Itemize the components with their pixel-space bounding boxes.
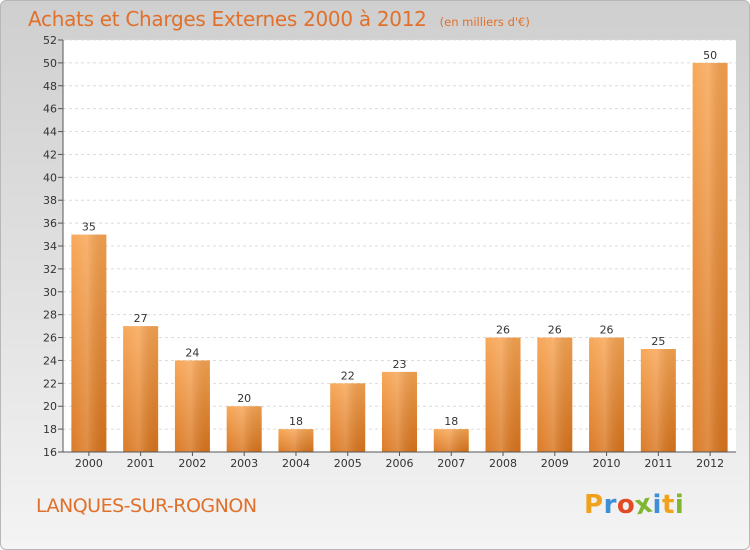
- x-tick-label: 2009: [541, 457, 569, 470]
- x-tick-label: 2008: [489, 457, 517, 470]
- bar-shine: [692, 62, 728, 453]
- location-label: LANQUES-SUR-ROGNON: [36, 495, 257, 517]
- y-tick-label: 18: [43, 423, 57, 436]
- y-tick-label: 36: [43, 217, 57, 230]
- x-tick-label: 2012: [696, 457, 724, 470]
- bar-shine: [174, 360, 210, 452]
- y-tick-label: 26: [43, 332, 57, 345]
- x-tick-label: 2006: [386, 457, 414, 470]
- title-row: Achats et Charges Externes 2000 à 2012 (…: [28, 7, 530, 31]
- y-tick-label: 52: [43, 34, 57, 47]
- y-tick-label: 28: [43, 309, 57, 322]
- x-tick-label: 2010: [593, 457, 621, 470]
- y-tick-label: 44: [43, 126, 57, 139]
- y-tick-label: 48: [43, 80, 57, 93]
- y-tick-label: 16: [43, 446, 57, 459]
- bar-value-label: 26: [548, 324, 562, 337]
- logo-letter: t: [661, 490, 675, 520]
- bar-shine: [589, 337, 625, 452]
- y-tick-label: 32: [43, 263, 57, 276]
- bar-value-label: 24: [185, 346, 199, 359]
- y-tick-label: 46: [43, 103, 57, 116]
- logo-letter: i: [674, 490, 685, 520]
- bar-shine: [71, 234, 107, 452]
- x-tick-label: 2004: [282, 457, 310, 470]
- x-tick-label: 2005: [334, 457, 362, 470]
- y-tick-label: 20: [43, 400, 57, 413]
- bar-shine: [226, 406, 262, 452]
- bar-value-label: 26: [600, 324, 614, 337]
- bar-shine: [382, 371, 417, 452]
- bar-value-label: 27: [134, 312, 148, 325]
- chart-title: Achats et Charges Externes 2000 à 2012: [28, 7, 427, 31]
- bar-shine: [278, 429, 314, 452]
- x-tick-label: 2007: [437, 457, 465, 470]
- x-tick-label: 2000: [75, 457, 103, 470]
- logo-letter: i: [652, 490, 662, 520]
- x-tick-label: 2001: [127, 457, 155, 470]
- bar-shine: [640, 349, 676, 452]
- bar-value-label: 50: [703, 49, 717, 62]
- x-tick-label: 2011: [644, 457, 672, 470]
- bar-shine: [485, 337, 521, 452]
- bar-shine: [433, 429, 469, 452]
- x-tick-label: 2002: [178, 457, 206, 470]
- y-tick-label: 24: [43, 354, 57, 367]
- bar-shine: [537, 337, 573, 452]
- bar-value-label: 25: [651, 335, 665, 348]
- bar-value-label: 35: [82, 221, 96, 234]
- bar-value-label: 20: [237, 392, 251, 405]
- y-tick-label: 50: [43, 57, 57, 70]
- y-tick-label: 38: [43, 194, 57, 207]
- bar-value-label: 23: [393, 358, 407, 371]
- chart-unit: (en milliers d'€): [439, 15, 530, 29]
- y-tick-label: 34: [43, 240, 57, 253]
- bar-shine: [330, 383, 366, 452]
- y-tick-label: 30: [43, 286, 57, 299]
- bar-shine: [123, 326, 159, 452]
- proxiti-logo: Proxiti: [584, 489, 685, 522]
- y-tick-label: 42: [43, 148, 57, 161]
- bar-value-label: 18: [289, 415, 303, 428]
- y-tick-label: 22: [43, 377, 57, 390]
- logo-letter: r: [603, 490, 617, 520]
- logo-letter: P: [584, 490, 604, 520]
- logo-letter: o: [616, 490, 636, 520]
- y-tick-label: 40: [43, 171, 57, 184]
- bar-value-label: 18: [444, 415, 458, 428]
- bar-value-label: 22: [341, 369, 355, 382]
- bar-value-label: 26: [496, 324, 510, 337]
- x-tick-label: 2003: [230, 457, 258, 470]
